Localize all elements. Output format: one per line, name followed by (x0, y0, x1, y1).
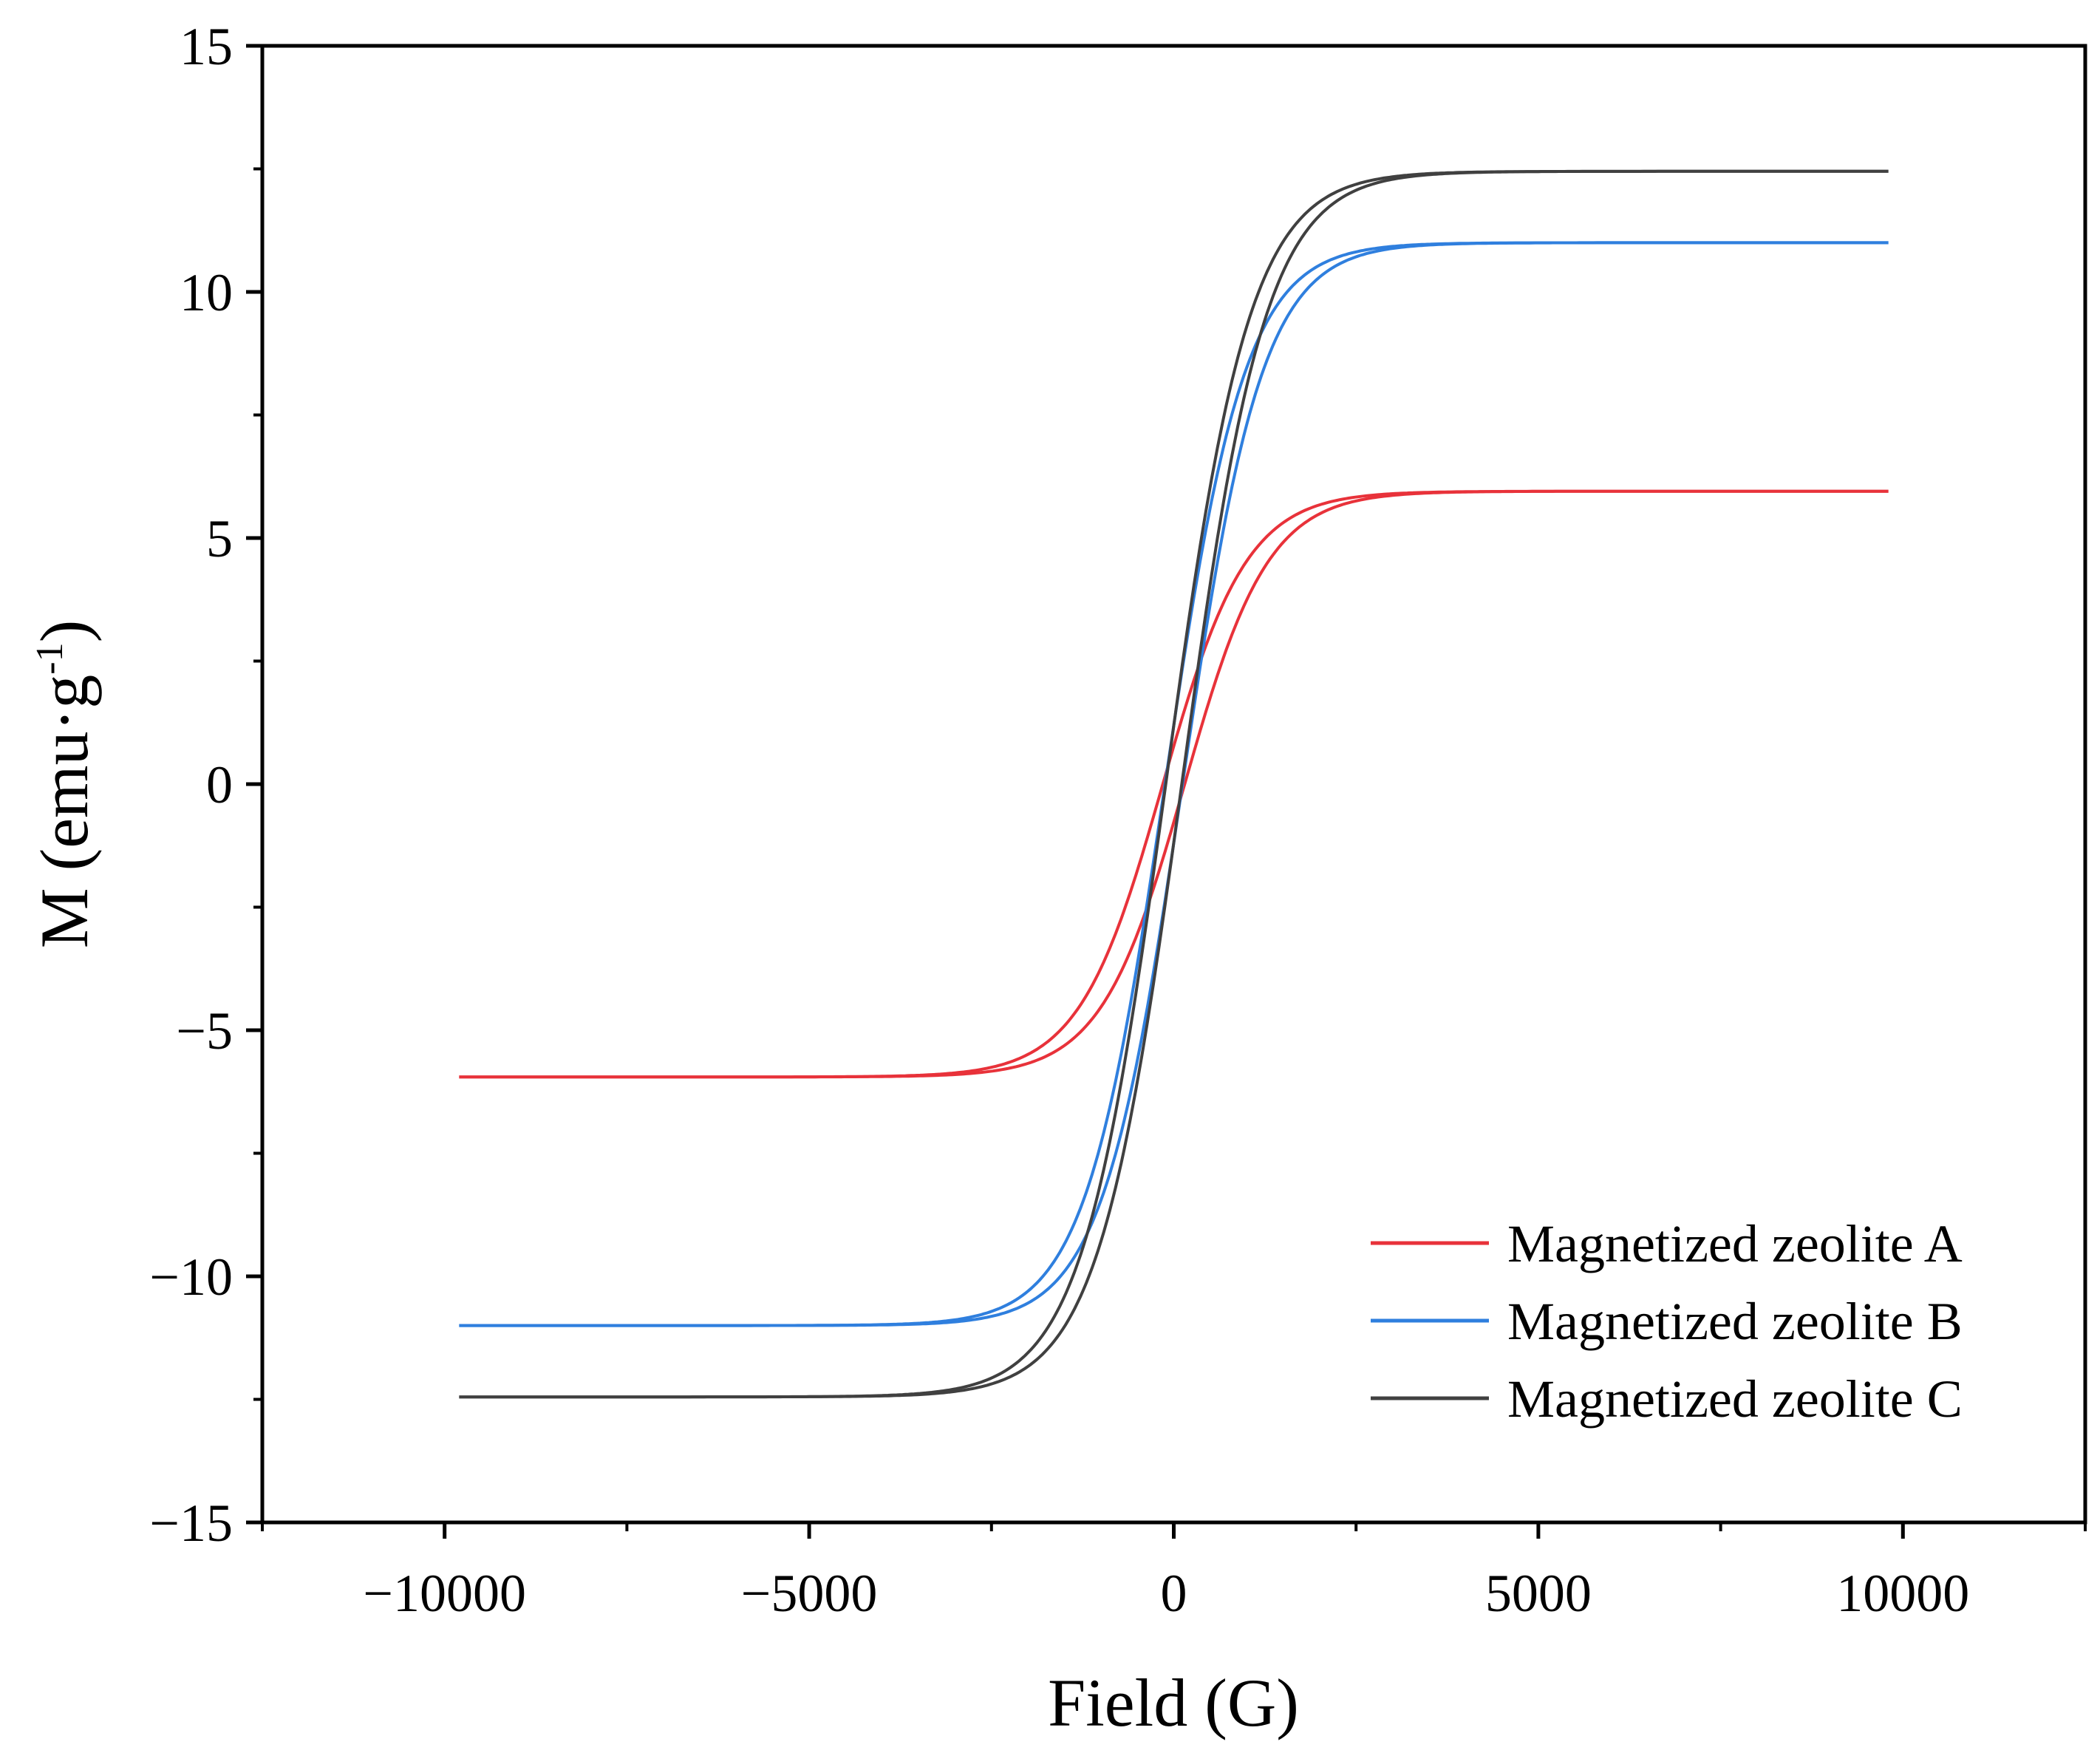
y-axis-title-main: M (emu·g (27, 675, 102, 948)
x-tick-label: 0 (1161, 1564, 1187, 1623)
x-tick-label: 10000 (1836, 1564, 1969, 1623)
y-tick-label: 5 (206, 509, 233, 568)
legend-label: Magnetized zeolite C (1507, 1369, 1963, 1429)
series-line (459, 169, 1889, 1399)
series-branch-descending (459, 489, 1889, 1079)
legend-label: Magnetized zeolite B (1507, 1292, 1963, 1351)
series-branch-descending (459, 169, 1889, 1399)
y-axis-title: M (emu·g-1) (27, 620, 102, 948)
y-axis-title-close: ) (27, 620, 102, 643)
x-tick-label: −5000 (741, 1564, 878, 1623)
y-tick-label: −5 (176, 1001, 233, 1061)
y-tick-label: 15 (180, 17, 233, 76)
y-axis-title-sup: -1 (29, 642, 71, 674)
y-tick-label: 10 (180, 263, 233, 322)
y-axis: −15 −10 −5 0 5 10 15 (149, 17, 262, 1553)
x-tick-label: 5000 (1485, 1564, 1592, 1623)
legend-item: Magnetized zeolite A (1371, 1214, 1963, 1273)
series-layer (459, 169, 1889, 1399)
x-axis: −10000 −5000 0 5000 10000 (261, 1522, 2087, 1623)
legend-item: Magnetized zeolite B (1371, 1292, 1963, 1351)
y-tick-label: −15 (149, 1494, 233, 1553)
series-line (459, 489, 1889, 1079)
y-tick-label: 0 (206, 755, 233, 814)
legend: Magnetized zeolite A Magnetized zeolite B… (1371, 1214, 1963, 1429)
y-tick-label: −10 (149, 1247, 233, 1307)
plot-frame (260, 44, 2087, 1525)
x-tick-label: −10000 (363, 1564, 526, 1623)
x-axis-title: Field (G) (1048, 1665, 1299, 1740)
legend-label: Magnetized zeolite A (1507, 1214, 1963, 1273)
legend-item: Magnetized zeolite C (1371, 1369, 1963, 1429)
